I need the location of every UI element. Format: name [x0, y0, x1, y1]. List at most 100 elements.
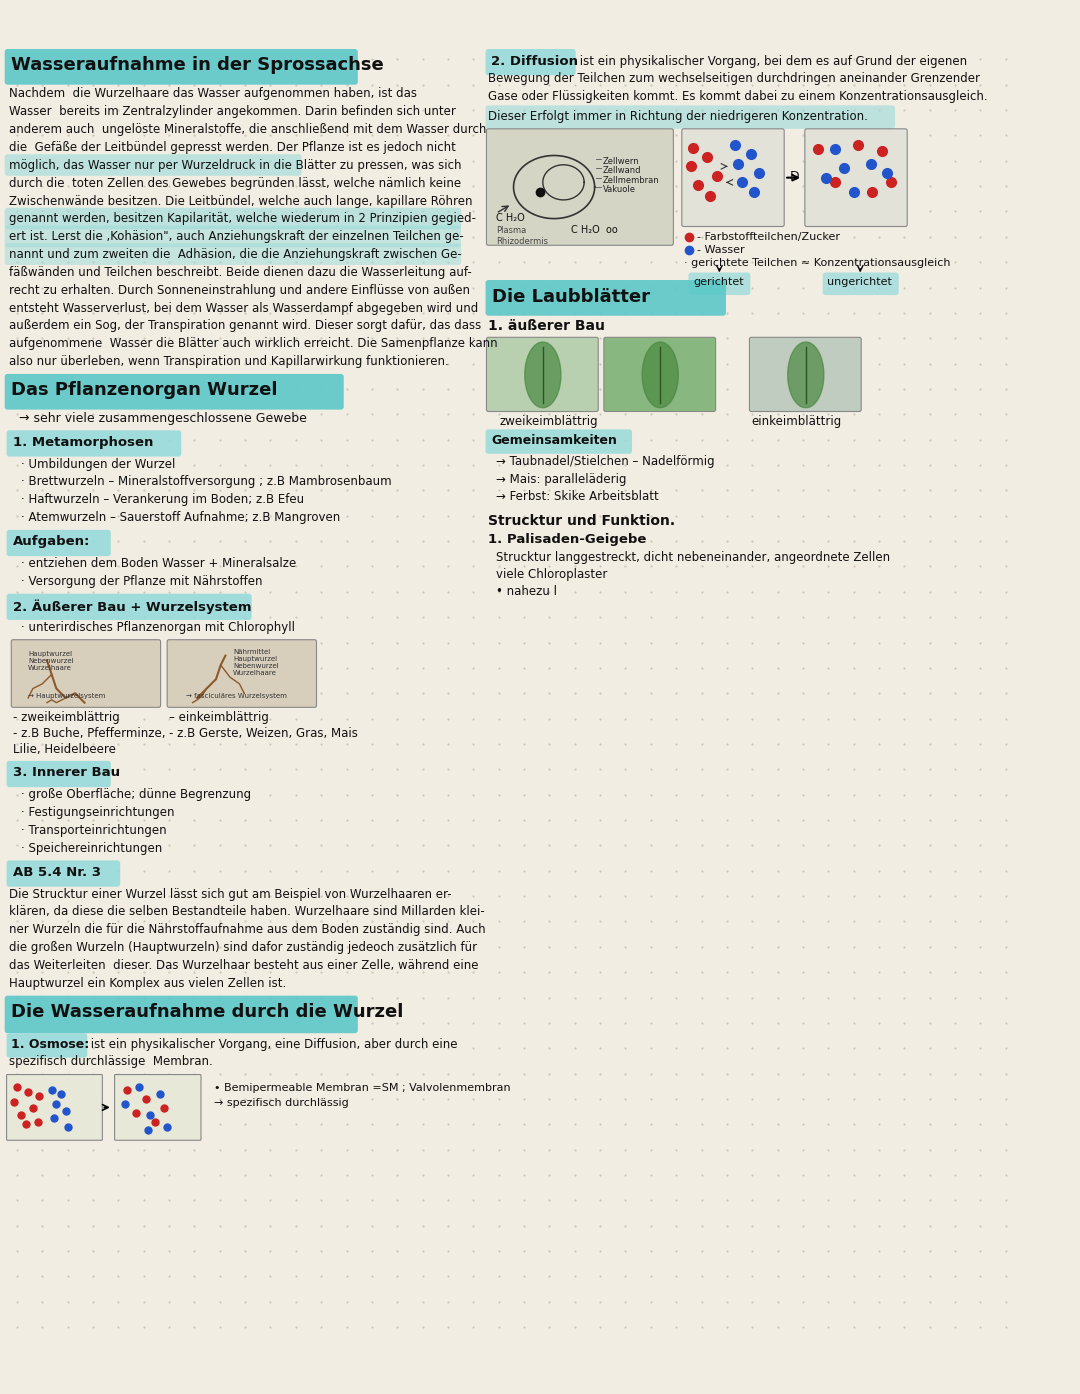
Polygon shape: [525, 342, 561, 407]
Text: 1. Palisaden-Geigebe: 1. Palisaden-Geigebe: [488, 533, 647, 545]
Text: · Umbildungen der Wurzel: · Umbildungen der Wurzel: [21, 457, 175, 471]
Text: → Hauptwurzelsystem: → Hauptwurzelsystem: [28, 693, 106, 700]
Text: · Haftwurzeln – Verankerung im Boden; z.B Efeu: · Haftwurzeln – Verankerung im Boden; z.…: [21, 493, 303, 506]
FancyBboxPatch shape: [11, 640, 161, 707]
Text: Wasser  bereits im Zentralzylinder angekommen. Darin befinden sich unter: Wasser bereits im Zentralzylinder angeko…: [10, 106, 456, 118]
Text: · Festigungseinrichtungen: · Festigungseinrichtungen: [21, 806, 174, 818]
Text: · große Oberfläche; dünne Begrenzung: · große Oberfläche; dünne Begrenzung: [21, 788, 251, 802]
Text: – einkeimblättrig: – einkeimblättrig: [170, 711, 269, 723]
FancyBboxPatch shape: [486, 49, 576, 75]
FancyBboxPatch shape: [805, 128, 907, 226]
FancyBboxPatch shape: [4, 49, 357, 85]
Text: außerdem ein Sog, der Transpiration genannt wird. Dieser sorgt dafür, das dass: außerdem ein Sog, der Transpiration gena…: [10, 319, 482, 332]
Text: einkeimblättrig: einkeimblättrig: [752, 415, 841, 428]
Text: Nährmittel
Hauptwurzel
Nebenwurzel
Wurzelhaare: Nährmittel Hauptwurzel Nebenwurzel Wurze…: [233, 650, 279, 676]
Text: fäßwänden und Teilchen beschreibt. Beide dienen dazu die Wasserleitung auf-: fäßwänden und Teilchen beschreibt. Beide…: [10, 266, 472, 279]
Text: - zweikeimblättrig: - zweikeimblättrig: [13, 711, 120, 723]
Text: ungerichtet: ungerichtet: [827, 277, 892, 287]
Text: → fasciculäres Wurzelsystem: → fasciculäres Wurzelsystem: [186, 693, 287, 700]
Text: Aufgaben:: Aufgaben:: [13, 535, 91, 548]
Text: - z.B Gerste, Weizen, Gras, Mais: - z.B Gerste, Weizen, Gras, Mais: [170, 728, 357, 740]
Text: D: D: [789, 170, 799, 183]
Text: • nahezu l: • nahezu l: [496, 585, 557, 598]
FancyBboxPatch shape: [823, 272, 899, 296]
Text: Wasseraufnahme in der Sprossachse: Wasseraufnahme in der Sprossachse: [11, 56, 384, 74]
Text: C H₂O  oo: C H₂O oo: [571, 224, 618, 234]
FancyBboxPatch shape: [4, 374, 343, 410]
Text: ner Wurzeln die für die Nährstoffaufnahme aus dem Boden zuständig sind. Auch: ner Wurzeln die für die Nährstoffaufnahm…: [10, 923, 486, 937]
Text: 3. Innerer Bau: 3. Innerer Bau: [13, 767, 120, 779]
Text: · Versorgung der Pflanze mit Nährstoffen: · Versorgung der Pflanze mit Nährstoffen: [21, 574, 262, 588]
Text: • Bemipermeable Membran =SM ; Valvolenmembran: • Bemipermeable Membran =SM ; Valvolenme…: [214, 1083, 511, 1093]
FancyBboxPatch shape: [167, 640, 316, 707]
Text: · unterirdisches Pflanzenorgan mit Chlorophyll: · unterirdisches Pflanzenorgan mit Chlor…: [21, 620, 295, 634]
Text: - z.B Buche, Pfefferminze,: - z.B Buche, Pfefferminze,: [13, 728, 165, 740]
Text: C H₂O: C H₂O: [496, 213, 525, 223]
Text: Zellwand: Zellwand: [603, 166, 642, 176]
FancyBboxPatch shape: [6, 1075, 103, 1140]
Text: 1. Osmose:: 1. Osmose:: [11, 1039, 90, 1051]
Text: · Brettwurzeln – Mineralstoffversorgung ; z.B Mambrosenbaum: · Brettwurzeln – Mineralstoffversorgung …: [21, 475, 391, 488]
Text: 1. Metamorphosen: 1. Metamorphosen: [13, 436, 153, 449]
FancyBboxPatch shape: [4, 208, 461, 229]
Text: ist ein physikalischer Vorgang, eine Diffusion, aber durch eine: ist ein physikalischer Vorgang, eine Dif…: [87, 1039, 458, 1051]
Text: · gerichtete Teilchen ≈ Konzentrationsausgleich: · gerichtete Teilchen ≈ Konzentrationsau…: [684, 258, 950, 269]
FancyBboxPatch shape: [604, 337, 716, 411]
Text: → sehr viele zusammengeschlossene Gewebe: → sehr viele zusammengeschlossene Gewebe: [18, 413, 307, 425]
FancyBboxPatch shape: [6, 530, 111, 556]
FancyBboxPatch shape: [688, 272, 751, 296]
FancyBboxPatch shape: [4, 226, 461, 247]
Text: Plasma
Rhizodermis: Plasma Rhizodermis: [496, 226, 548, 245]
Text: das Weiterleiten  dieser. Das Wurzelhaar besteht aus einer Zelle, während eine: das Weiterleiten dieser. Das Wurzelhaar …: [10, 959, 478, 972]
Text: also nur überleben, wenn Transpiration und Kapillarwirkung funktionieren.: also nur überleben, wenn Transpiration u…: [10, 355, 449, 368]
Text: durch die  toten Zellen des Gewebes begründen lässt, welche nämlich keine: durch die toten Zellen des Gewebes begrü…: [10, 177, 461, 190]
Text: 2. Äußerer Bau + Wurzelsystem: 2. Äußerer Bau + Wurzelsystem: [13, 599, 252, 613]
Text: Zellwern: Zellwern: [603, 158, 639, 166]
Polygon shape: [643, 342, 678, 407]
FancyBboxPatch shape: [6, 594, 252, 620]
Text: - Farbstoffteilchen/Zucker: - Farbstoffteilchen/Zucker: [697, 233, 840, 243]
Text: · Atemwurzeln – Sauerstoff Aufnahme; z.B Mangroven: · Atemwurzeln – Sauerstoff Aufnahme; z.B…: [21, 512, 340, 524]
Text: 2. Diffusion: 2. Diffusion: [491, 54, 578, 68]
FancyBboxPatch shape: [4, 995, 357, 1033]
Text: möglich, das Wasser nur per Wurzeldruck in die Blätter zu pressen, was sich: möglich, das Wasser nur per Wurzeldruck …: [10, 159, 462, 171]
FancyBboxPatch shape: [486, 337, 598, 411]
FancyBboxPatch shape: [6, 1033, 87, 1058]
Text: die  Gefäße der Leitbündel gepresst werden. Der Pflanze ist es jedoch nicht: die Gefäße der Leitbündel gepresst werde…: [10, 141, 456, 153]
Text: Gemeinsamkeiten: Gemeinsamkeiten: [491, 434, 617, 447]
FancyBboxPatch shape: [4, 244, 461, 265]
Text: Die Strucktur einer Wurzel lässt sich gut am Beispiel von Wurzelhaaren er-: Die Strucktur einer Wurzel lässt sich gu…: [10, 888, 453, 901]
Text: 1. äußerer Bau: 1. äußerer Bau: [488, 318, 605, 333]
Text: zweikeimblättrig: zweikeimblättrig: [500, 415, 598, 428]
Text: Strucktur langgestreckt, dicht nebeneinander, angeordnete Zellen: Strucktur langgestreckt, dicht nebeneina…: [496, 552, 890, 565]
Text: Hauptwurzel
Nebenwurzel
Wurzelhaare: Hauptwurzel Nebenwurzel Wurzelhaare: [28, 651, 73, 671]
Text: - Wasser: - Wasser: [697, 245, 744, 255]
Text: die großen Wurzeln (Hauptwurzeln) sind dafor zuständig jedeoch zusätzlich für: die großen Wurzeln (Hauptwurzeln) sind d…: [10, 941, 477, 953]
FancyBboxPatch shape: [6, 761, 111, 788]
FancyBboxPatch shape: [486, 128, 673, 245]
Text: Dieser Erfolgt immer in Richtung der niedrigeren Konzentration.: Dieser Erfolgt immer in Richtung der nie…: [488, 110, 868, 123]
Text: · Speichereinrichtungen: · Speichereinrichtungen: [21, 842, 162, 855]
Text: Die Wasseraufnahme durch die Wurzel: Die Wasseraufnahme durch die Wurzel: [11, 1004, 404, 1022]
Text: Lilie, Heidelbeere: Lilie, Heidelbeere: [13, 743, 116, 756]
Text: Hauptwurzel ein Komplex aus vielen Zellen ist.: Hauptwurzel ein Komplex aus vielen Zelle…: [10, 977, 286, 990]
Text: Das Pflanzenorgan Wurzel: Das Pflanzenorgan Wurzel: [11, 381, 278, 399]
Text: · entziehen dem Boden Wasser + Mineralsalze: · entziehen dem Boden Wasser + Mineralsa…: [21, 558, 296, 570]
Text: Vakuole: Vakuole: [603, 185, 636, 194]
Text: Die Laubblätter: Die Laubblätter: [492, 287, 650, 305]
Text: · Transporteinrichtungen: · Transporteinrichtungen: [21, 824, 166, 836]
Text: Zellmembran: Zellmembran: [603, 176, 660, 185]
Text: genannt werden, besitzen Kapilarität, welche wiederum in 2 Prinzipien gegied-: genannt werden, besitzen Kapilarität, we…: [10, 212, 476, 226]
Text: entsteht Wasserverlust, bei dem Wasser als Wasserdampf abgegeben wird und: entsteht Wasserverlust, bei dem Wasser a…: [10, 301, 478, 315]
Text: aufgenommene  Wasser die Blätter auch wirklich erreicht. Die Samenpflanze kann: aufgenommene Wasser die Blätter auch wir…: [10, 337, 498, 350]
FancyBboxPatch shape: [681, 128, 784, 226]
Text: AB 5.4 Nr. 3: AB 5.4 Nr. 3: [13, 866, 102, 880]
Text: Nachdem  die Wurzelhaare das Wasser aufgenommen haben, ist das: Nachdem die Wurzelhaare das Wasser aufge…: [10, 88, 417, 100]
Text: anderem auch  ungelöste Mineralstoffe, die anschließend mit dem Wasser durch: anderem auch ungelöste Mineralstoffe, di…: [10, 123, 487, 137]
Text: Zwischenwände besitzen. Die Leitbündel, welche auch lange, kapillare Röhren: Zwischenwände besitzen. Die Leitbündel, …: [10, 195, 473, 208]
FancyBboxPatch shape: [6, 431, 181, 457]
FancyBboxPatch shape: [4, 155, 301, 176]
FancyBboxPatch shape: [114, 1075, 201, 1140]
Polygon shape: [787, 342, 824, 407]
Text: recht zu erhalten. Durch Sonneneinstrahlung und andere Einflüsse von außen: recht zu erhalten. Durch Sonneneinstrahl…: [10, 284, 471, 297]
